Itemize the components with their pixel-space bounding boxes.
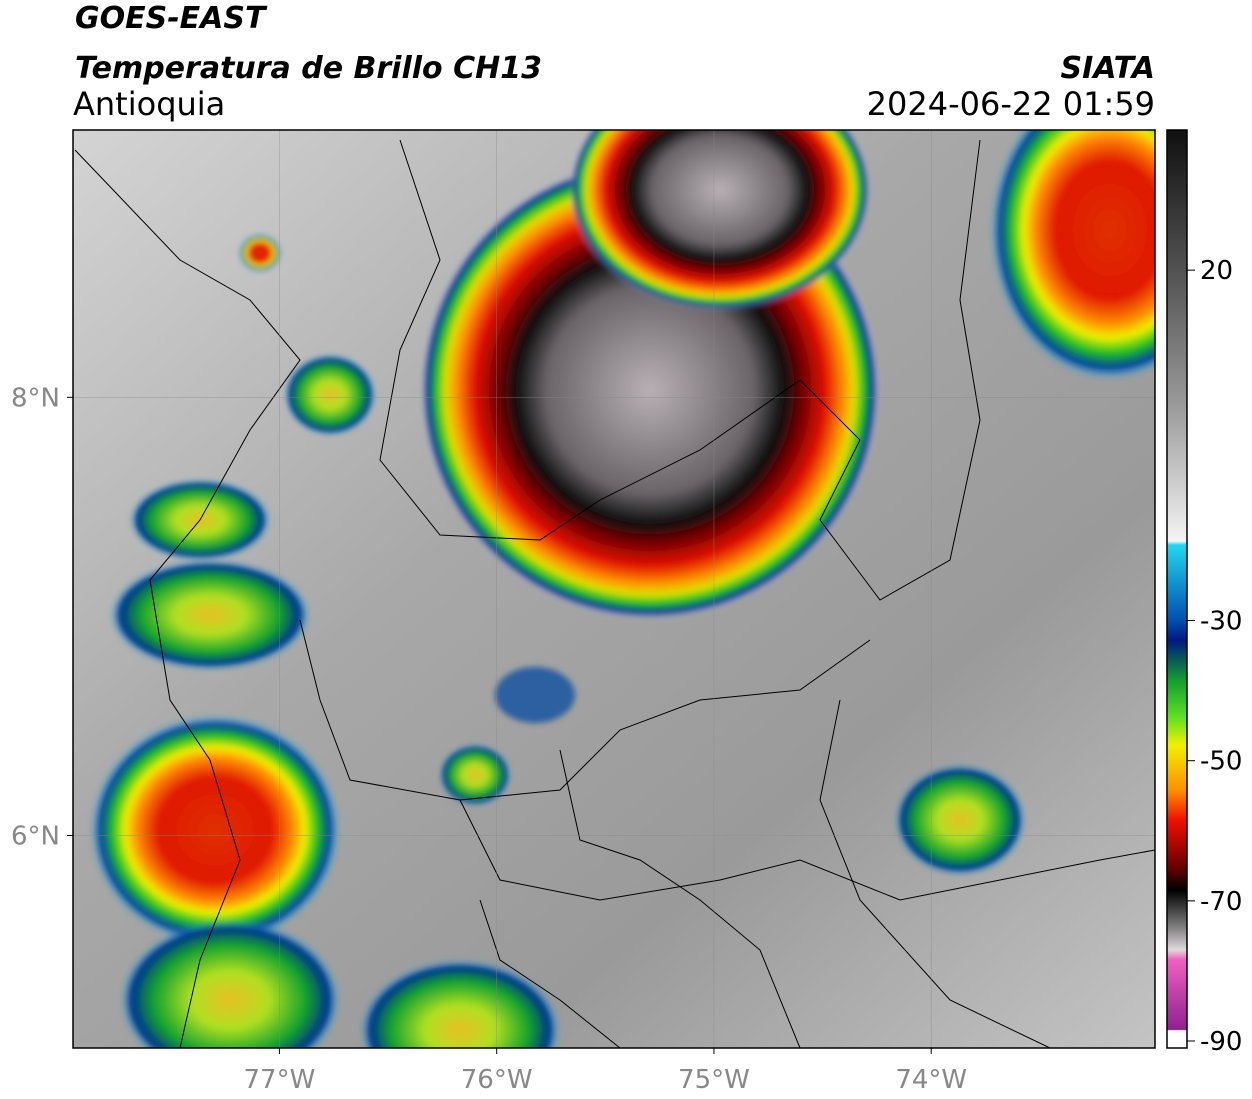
colorbar-label: -30 xyxy=(1200,607,1242,637)
satellite-image xyxy=(73,130,1155,1048)
colorbar-label: -70 xyxy=(1200,887,1242,917)
x-tick-label: 74°W xyxy=(895,1065,967,1095)
x-tick-label: 77°W xyxy=(244,1065,316,1095)
colorbar-label: -90 xyxy=(1200,1027,1242,1057)
subtitle: Temperatura de Brillo CH13 xyxy=(75,51,542,86)
graticule: 77°W 76°W 75°W 74°W 8°N 6°N xyxy=(11,130,1155,1095)
source: SIATA xyxy=(1061,51,1155,86)
x-tick-label: 75°W xyxy=(678,1065,750,1095)
colorbar-label: 20 xyxy=(1200,256,1233,286)
timestamp: 2024-06-22 01:59 xyxy=(867,85,1155,123)
y-tick-label: 8°N xyxy=(11,383,60,413)
x-tick-label: 76°W xyxy=(461,1065,533,1095)
map-frame xyxy=(72,129,1156,1049)
colorbar xyxy=(1166,129,1188,1049)
y-tick-label: 6°N xyxy=(11,821,60,851)
colorbar-label: -50 xyxy=(1200,747,1242,777)
region: Antioquia xyxy=(73,85,225,123)
title: GOES-EAST xyxy=(75,1,268,36)
